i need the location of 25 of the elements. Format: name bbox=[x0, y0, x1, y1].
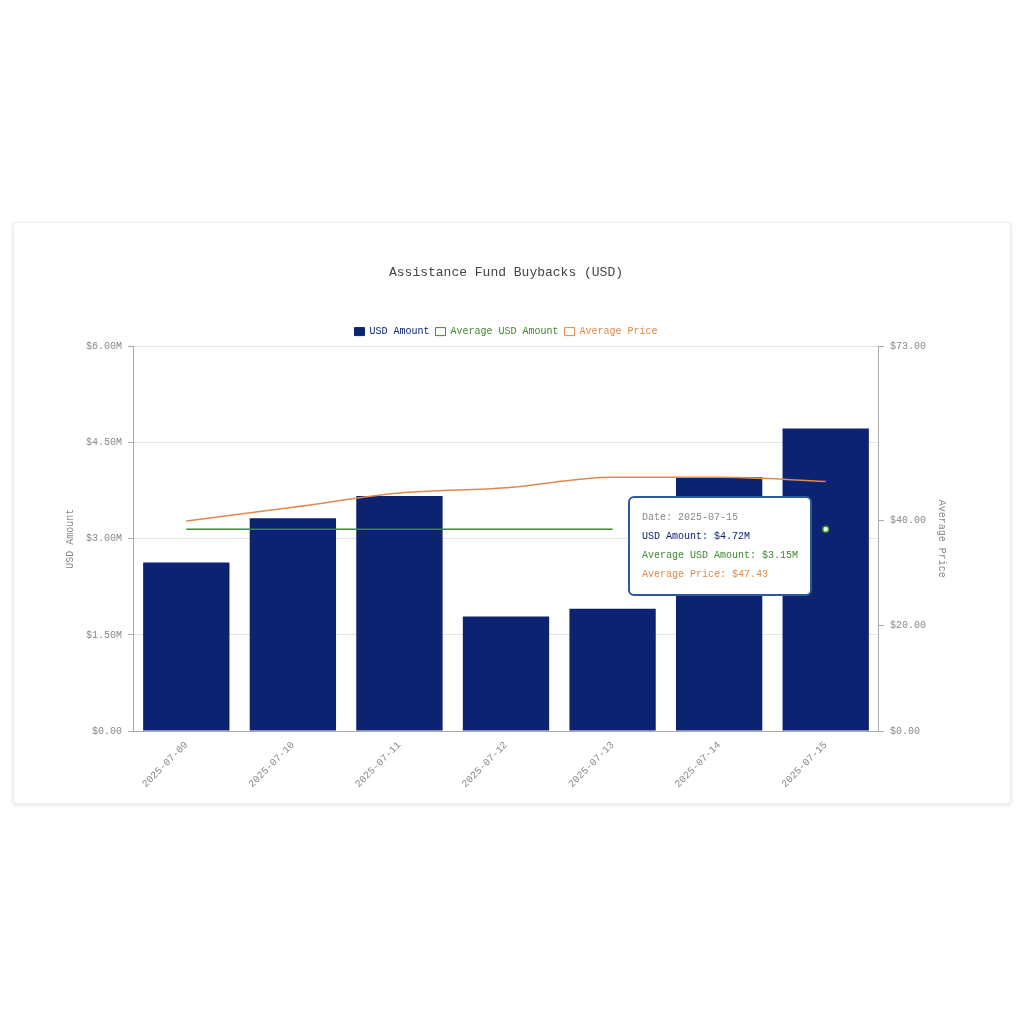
bar bbox=[143, 562, 230, 731]
annotation: Date: 2025-07-15 bbox=[642, 511, 739, 525]
y-tick-label: $0.00 bbox=[91, 725, 123, 737]
y2-tick-label: $20.00 bbox=[889, 620, 927, 632]
y-axis-title: USD Amount bbox=[64, 508, 76, 569]
line-series bbox=[185, 476, 827, 522]
y2-axis-title: Average Price bbox=[936, 499, 948, 578]
legend-label: Average USD Amount bbox=[450, 326, 559, 338]
y-tick-label: $1.50M bbox=[85, 629, 123, 641]
y-tick-label: $3.00M bbox=[85, 533, 123, 545]
bar bbox=[462, 616, 550, 731]
annotation: Average USD Amount: $3.15M bbox=[642, 549, 800, 563]
bar bbox=[249, 518, 337, 731]
bar bbox=[569, 608, 656, 731]
annotation: Average Price: $47.43 bbox=[642, 568, 770, 582]
legend-label: USD Amount bbox=[369, 326, 430, 338]
bar bbox=[356, 495, 443, 731]
y2-tick-label: $0.00 bbox=[889, 725, 921, 737]
y-tick-label: $4.50M bbox=[85, 437, 123, 449]
legend-label: Average Price bbox=[579, 326, 658, 338]
chart-title: Assistance Fund Buybacks (USD) bbox=[388, 265, 624, 281]
annotation: USD Amount: $4.72M bbox=[642, 530, 752, 544]
y2-tick-label: $40.00 bbox=[889, 515, 927, 527]
y-tick-label: $6.00M bbox=[85, 341, 123, 353]
y2-tick-label: $73.00 bbox=[889, 341, 927, 353]
